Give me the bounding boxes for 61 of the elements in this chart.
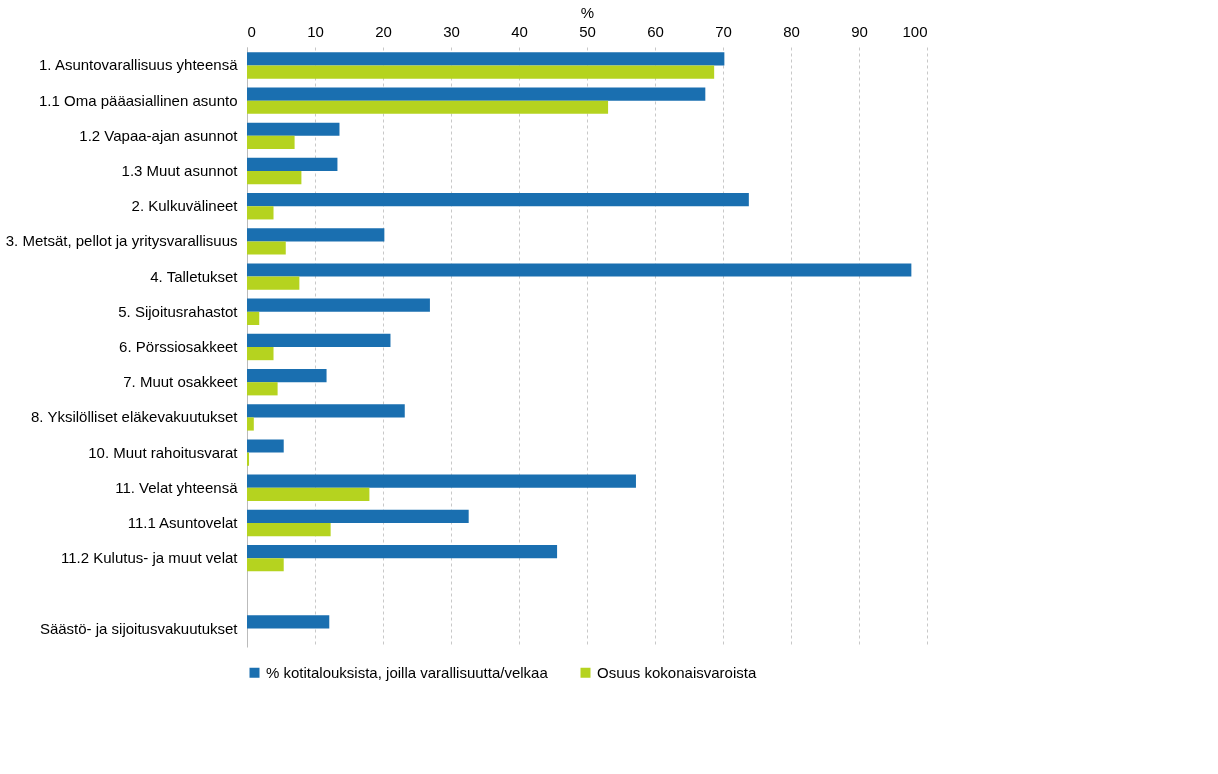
bar bbox=[247, 382, 278, 396]
y-tick-label: 2. Kulkuvälineet bbox=[131, 197, 239, 215]
bar bbox=[247, 368, 327, 383]
bar bbox=[247, 193, 749, 207]
bar bbox=[247, 263, 912, 277]
bar bbox=[247, 522, 331, 537]
bar bbox=[247, 333, 391, 347]
x-tick-label: 20 bbox=[375, 22, 392, 40]
bar bbox=[247, 417, 254, 431]
bar bbox=[247, 87, 706, 101]
bar bbox=[247, 122, 340, 136]
y-tick-label: 3. Metsät, pellot ja yritysvarallisuus bbox=[5, 232, 238, 250]
y-tick-label: 1.2 Vapaa-ajan asunnot bbox=[79, 126, 239, 144]
bar bbox=[247, 474, 636, 488]
y-tick-label: 11.1 Asuntovelat bbox=[127, 513, 239, 531]
bar bbox=[247, 135, 295, 150]
bar bbox=[247, 558, 284, 572]
y-tick-label: 5. Sijoitusrahastot bbox=[118, 302, 239, 320]
y-tick-label: Säästö- ja sijoitusvakuutukset bbox=[39, 619, 239, 637]
x-tick-label: 50 bbox=[579, 22, 596, 40]
y-tick-label: 8. Yksilölliset eläkevakuutukset bbox=[31, 408, 239, 426]
bar bbox=[247, 52, 725, 66]
x-tick-label: 40 bbox=[511, 22, 528, 40]
x-tick-label: 10 bbox=[307, 22, 324, 40]
bar bbox=[247, 241, 286, 255]
y-tick-label: 1.3 Muut asunnot bbox=[121, 162, 239, 180]
y-tick-label: 1.1 Oma pääasiallinen asunto bbox=[39, 91, 238, 109]
y-tick-label: 4. Talletukset bbox=[150, 267, 239, 285]
x-tick-label: 90 bbox=[851, 22, 868, 40]
bar bbox=[247, 157, 338, 172]
bar bbox=[247, 452, 250, 466]
x-tick-label: 60 bbox=[647, 22, 664, 40]
bar bbox=[247, 171, 302, 185]
y-tick-label: 11. Velat yhteensä bbox=[115, 478, 239, 496]
bar bbox=[247, 615, 330, 629]
x-tick-label: 30 bbox=[443, 22, 460, 40]
x-axis-title: % bbox=[580, 3, 595, 21]
x-tick-label: 70 bbox=[715, 22, 732, 40]
legend-label: % kotitalouksista, joilla varallisuutta/velkaa bbox=[266, 663, 549, 681]
bar bbox=[247, 276, 300, 290]
bar bbox=[247, 544, 558, 559]
y-tick-label: 10. Muut rahoitusvarat bbox=[88, 443, 239, 461]
x-tick-label: 80 bbox=[783, 22, 800, 40]
y-tick-label: 7. Muut osakkeet bbox=[123, 373, 239, 391]
y-tick-label: 11.2 Kulutus- ja muut velat bbox=[61, 549, 239, 567]
bar bbox=[247, 228, 385, 242]
bar bbox=[247, 404, 405, 418]
bar bbox=[247, 100, 609, 114]
y-tick-label: 1. Asuntovarallisuus yhteensä bbox=[39, 56, 239, 74]
bar bbox=[247, 298, 430, 312]
bar bbox=[247, 65, 715, 79]
y-tick-label: 6. Pörssiosakkeet bbox=[119, 338, 239, 355]
x-tick-label: 0 bbox=[247, 22, 256, 40]
x-tick-label: 100 bbox=[902, 22, 928, 40]
bar bbox=[247, 439, 284, 453]
bar bbox=[247, 487, 370, 501]
bar bbox=[247, 311, 260, 326]
bar bbox=[247, 509, 469, 523]
bar bbox=[247, 206, 274, 220]
legend-label: Osuus kokonaisvaroista bbox=[597, 663, 757, 681]
bar bbox=[247, 347, 274, 361]
